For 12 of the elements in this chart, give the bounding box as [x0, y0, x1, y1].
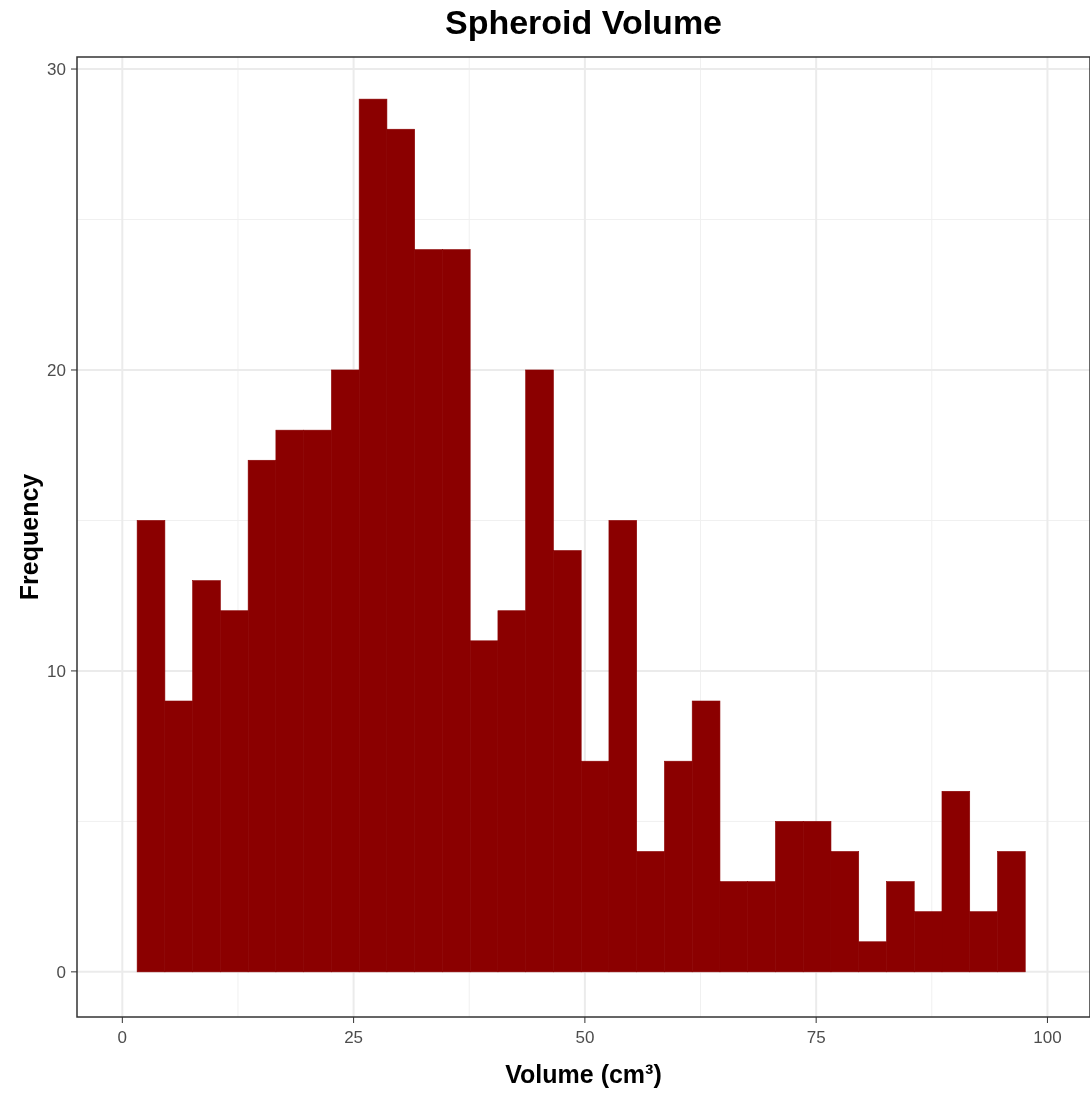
- x-tick-label: 25: [344, 1028, 364, 1047]
- chart-title: Spheroid Volume: [444, 3, 723, 41]
- y-tick-label: 30: [47, 60, 66, 80]
- y-tick-label: 20: [47, 360, 66, 380]
- x-axis-title: Volume (cm³): [505, 1060, 662, 1088]
- x-tick-label: 100: [1033, 1028, 1062, 1047]
- y-axis-title: Frequency: [15, 473, 43, 601]
- x-tick-label: 0: [117, 1028, 128, 1047]
- x-tick-label: 50: [575, 1028, 595, 1047]
- y-tick-label: 10: [47, 661, 66, 681]
- y-tick-label: 0: [56, 962, 66, 982]
- x-tick-label: 75: [806, 1028, 826, 1047]
